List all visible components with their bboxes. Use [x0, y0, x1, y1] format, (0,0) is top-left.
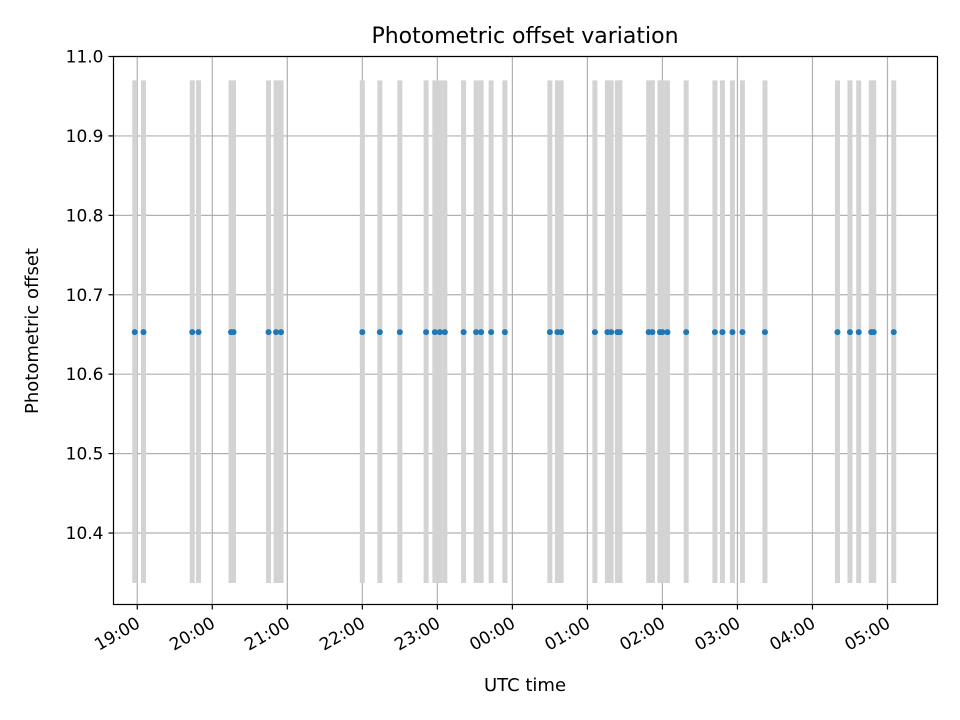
plot-frame — [112, 55, 939, 606]
data-point — [473, 329, 480, 336]
x-tick-label: 04:00 — [767, 614, 819, 656]
data-point — [359, 329, 366, 336]
data-point — [423, 329, 430, 336]
data-point — [278, 329, 285, 336]
data-point — [478, 329, 485, 336]
point-layer — [131, 329, 897, 336]
data-point — [273, 329, 280, 336]
y-tick-label: 10.8 — [66, 206, 104, 226]
data-point — [431, 329, 438, 336]
x-tick-label: 23:00 — [391, 614, 443, 656]
data-point — [436, 329, 443, 336]
data-point — [761, 329, 768, 336]
data-point — [659, 329, 666, 336]
data-point — [460, 329, 467, 336]
data-point — [729, 329, 736, 336]
data-point — [649, 329, 656, 336]
data-point — [739, 329, 746, 336]
data-point — [664, 329, 671, 336]
data-point — [140, 329, 147, 336]
x-tick-label: 22:00 — [316, 614, 368, 656]
y-axis: 10.4 10.5 10.6 10.7 10.8 10.9 11.0 — [66, 48, 114, 544]
grid-layer — [113, 55, 938, 605]
y-axis-label: Photometric offset — [22, 248, 43, 414]
y-tick-label: 11.0 — [66, 48, 104, 68]
x-tick-label: 21:00 — [241, 614, 293, 656]
errorbar-layer — [132, 80, 897, 584]
x-tick-label: 19:00 — [91, 614, 143, 656]
data-point — [265, 329, 272, 336]
data-point — [501, 329, 508, 336]
data-point — [591, 329, 598, 336]
data-point — [616, 329, 623, 336]
data-point — [855, 329, 862, 336]
data-point — [441, 329, 448, 336]
y-tick-label: 10.4 — [66, 524, 104, 544]
x-tick-label: 02:00 — [616, 614, 668, 656]
x-tick-label: 05:00 — [842, 614, 894, 656]
data-point — [608, 329, 615, 336]
data-point — [546, 329, 553, 336]
x-axis-label: UTC time — [484, 675, 566, 696]
chart-title: Photometric offset variation — [371, 24, 678, 49]
y-tick-label: 10.9 — [66, 127, 104, 147]
data-point — [376, 329, 383, 336]
data-point — [890, 329, 897, 336]
y-tick-label: 10.6 — [66, 365, 104, 385]
x-tick-label: 01:00 — [541, 614, 593, 656]
data-point — [488, 329, 495, 336]
data-point — [230, 329, 237, 336]
x-tick-label: 00:00 — [466, 614, 518, 656]
y-tick-label: 10.5 — [66, 445, 104, 465]
data-point — [870, 329, 877, 336]
x-tick-label: 03:00 — [692, 614, 744, 656]
data-point — [396, 329, 403, 336]
data-point — [131, 329, 138, 336]
data-point — [189, 329, 196, 336]
x-tick-label: 20:00 — [166, 614, 218, 656]
y-tick-label: 10.7 — [66, 286, 104, 306]
x-axis: 19:00 20:00 21:00 22:00 23:00 00:00 01:00 02:00… — [91, 604, 894, 656]
data-point — [834, 329, 841, 336]
data-point — [711, 329, 718, 336]
data-point — [558, 329, 565, 336]
data-point — [195, 329, 202, 336]
data-point — [683, 329, 690, 336]
data-point — [719, 329, 726, 336]
data-point — [846, 329, 853, 336]
